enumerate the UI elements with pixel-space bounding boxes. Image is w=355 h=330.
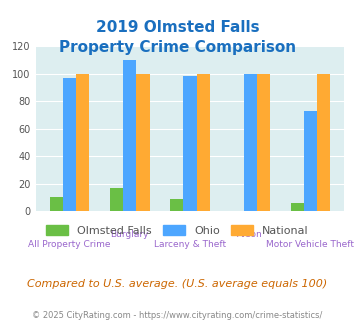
Bar [63,78,76,211]
Bar [290,203,304,211]
Text: Arson: Arson [237,230,263,240]
Text: Compared to U.S. average. (U.S. average equals 100): Compared to U.S. average. (U.S. average … [27,279,328,289]
Bar [183,77,197,211]
Text: Property Crime Comparison: Property Crime Comparison [59,40,296,54]
Legend: Olmsted Falls, Ohio, National: Olmsted Falls, Ohio, National [42,221,313,240]
Bar [170,199,183,211]
Text: 2019 Olmsted Falls: 2019 Olmsted Falls [96,20,259,35]
Text: Burglary: Burglary [110,230,149,240]
Bar [76,74,89,211]
Text: Larceny & Theft: Larceny & Theft [154,240,226,249]
Bar [110,188,123,211]
Text: All Property Crime: All Property Crime [28,240,111,249]
Bar [244,74,257,211]
Bar [257,74,270,211]
Bar [123,60,136,211]
Bar [50,197,63,211]
Bar [136,74,149,211]
Bar [304,111,317,211]
Bar [317,74,330,211]
Bar [197,74,210,211]
Text: © 2025 CityRating.com - https://www.cityrating.com/crime-statistics/: © 2025 CityRating.com - https://www.city… [32,311,323,320]
Text: Motor Vehicle Theft: Motor Vehicle Theft [267,240,354,249]
